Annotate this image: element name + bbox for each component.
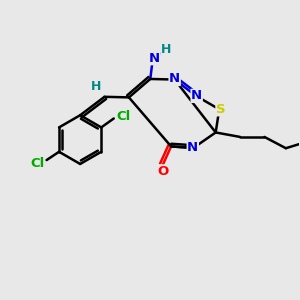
Text: N: N	[148, 52, 160, 65]
Text: H: H	[91, 80, 101, 93]
Text: O: O	[157, 165, 168, 178]
Text: Cl: Cl	[30, 157, 44, 169]
Text: N: N	[169, 73, 180, 85]
Text: S: S	[216, 103, 226, 116]
Text: Cl: Cl	[116, 110, 130, 123]
Text: N: N	[187, 141, 198, 154]
Text: N: N	[191, 89, 202, 102]
Text: H: H	[161, 43, 171, 56]
